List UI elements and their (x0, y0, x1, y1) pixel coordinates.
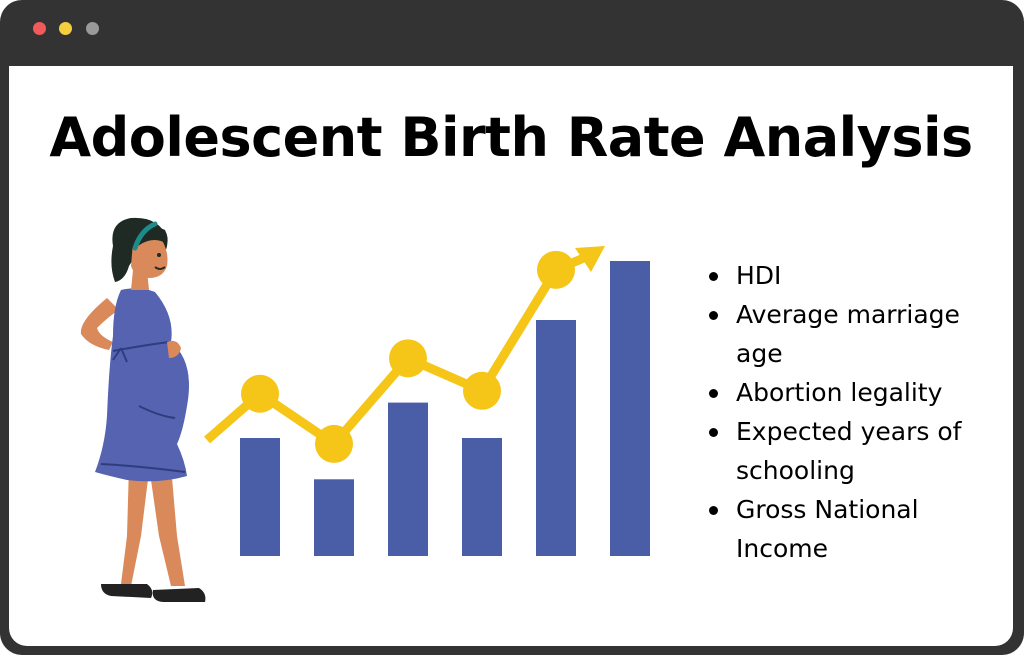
minimize-window-button[interactable] (59, 22, 72, 35)
figure-headband (132, 221, 158, 251)
trend-line (204, 246, 605, 463)
factor-list: HDI Average marriage age Abortion legali… (706, 256, 1006, 568)
figure-hand-front (167, 340, 181, 358)
slide-content: Adolescent Birth Rate Analysis (9, 66, 1013, 646)
figure-leg-front (149, 466, 185, 586)
chart-bar (388, 402, 428, 556)
figure-dress-hem (100, 463, 186, 473)
list-item: Average marriage age (706, 295, 1006, 373)
growth-chart-graphic (204, 246, 650, 556)
arrow-up-icon (575, 246, 605, 272)
list-item: Gross National Income (706, 490, 1006, 568)
figure-dress (95, 288, 189, 482)
close-window-button[interactable] (33, 22, 46, 35)
maximize-window-button[interactable] (86, 22, 99, 35)
trend-point (389, 339, 427, 378)
figure-arm-back (80, 298, 119, 350)
chart-bar (610, 261, 650, 556)
trend-point (315, 424, 353, 463)
list-item: Expected years of schooling (706, 412, 1006, 490)
illustration (80, 217, 650, 602)
figure-dress-bow (112, 347, 128, 363)
trend-point (241, 374, 279, 413)
window-titlebar (0, 0, 1024, 66)
figure-mouth (154, 266, 166, 270)
figure-face (131, 236, 168, 278)
chart-bar (462, 438, 502, 556)
chart-bar (314, 479, 354, 556)
figure-sandal-back (101, 584, 153, 598)
trend-point (537, 250, 575, 289)
figure-eye (157, 253, 161, 257)
pregnant-woman-figure (80, 217, 206, 602)
trend-point (463, 371, 501, 410)
figure-dress-tie (112, 341, 170, 352)
figure-leg-back (121, 466, 149, 586)
figure-belly-line (138, 405, 176, 419)
bars (240, 261, 650, 556)
chart-bar (536, 320, 576, 556)
figure-sandal-front (152, 588, 206, 602)
chart-bar (240, 438, 280, 556)
list-item: Abortion legality (706, 373, 1006, 412)
list-item: HDI (706, 256, 1006, 295)
page-title: Adolescent Birth Rate Analysis (49, 106, 973, 169)
